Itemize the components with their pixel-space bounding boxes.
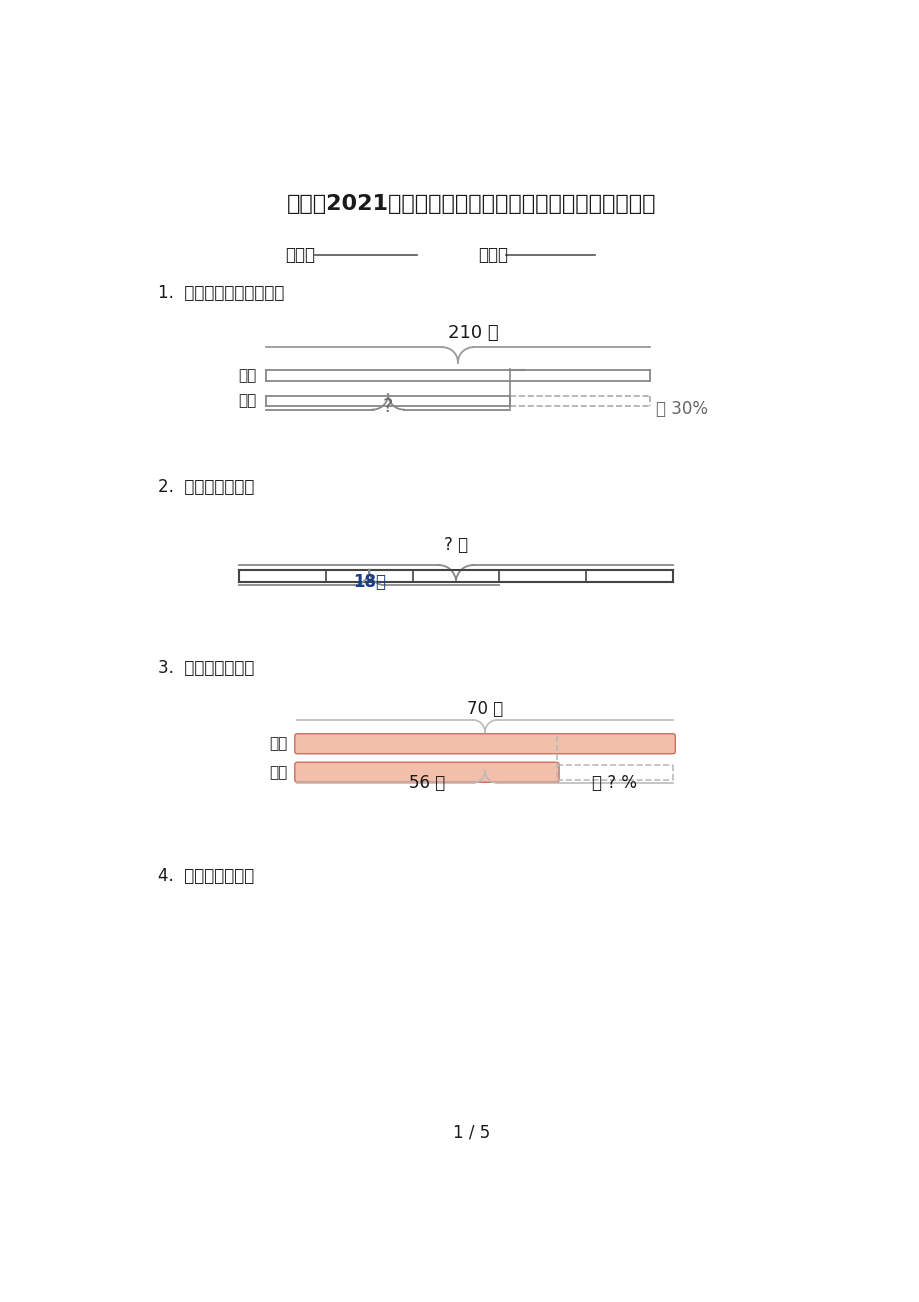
Text: 70 个: 70 个 [467, 700, 503, 719]
Text: 18只: 18只 [352, 573, 385, 591]
Text: 少 ? %: 少 ? % [592, 773, 637, 792]
FancyBboxPatch shape [294, 734, 675, 754]
Text: 56 个: 56 个 [408, 773, 445, 792]
Text: 1 / 5: 1 / 5 [452, 1124, 490, 1142]
Text: 足球: 足球 [269, 764, 288, 780]
Text: 橡树: 橡树 [238, 368, 256, 383]
Text: 3.  看图列式计算。: 3. 看图列式计算。 [157, 659, 254, 677]
Text: 梨树: 梨树 [238, 393, 256, 409]
Text: ? 只: ? 只 [444, 536, 468, 555]
Text: 2.  看图列式计算。: 2. 看图列式计算。 [157, 478, 254, 496]
Text: 篮球: 篮球 [269, 736, 288, 751]
Text: 4.  看图列式计算。: 4. 看图列式计算。 [157, 867, 254, 885]
Text: 姓名：: 姓名： [477, 246, 507, 264]
Text: 班级：: 班级： [285, 246, 315, 264]
Text: 少 30%: 少 30% [655, 400, 708, 418]
Text: ?: ? [382, 397, 393, 417]
FancyBboxPatch shape [294, 762, 559, 783]
Text: 1.  看图列算式，并计算。: 1. 看图列算式，并计算。 [157, 284, 284, 302]
Text: 北师大2021年六年级数学上学期看图列方程计算专项强化: 北师大2021年六年级数学上学期看图列方程计算专项强化 [287, 194, 655, 214]
Text: 210 棵: 210 棵 [448, 324, 498, 342]
